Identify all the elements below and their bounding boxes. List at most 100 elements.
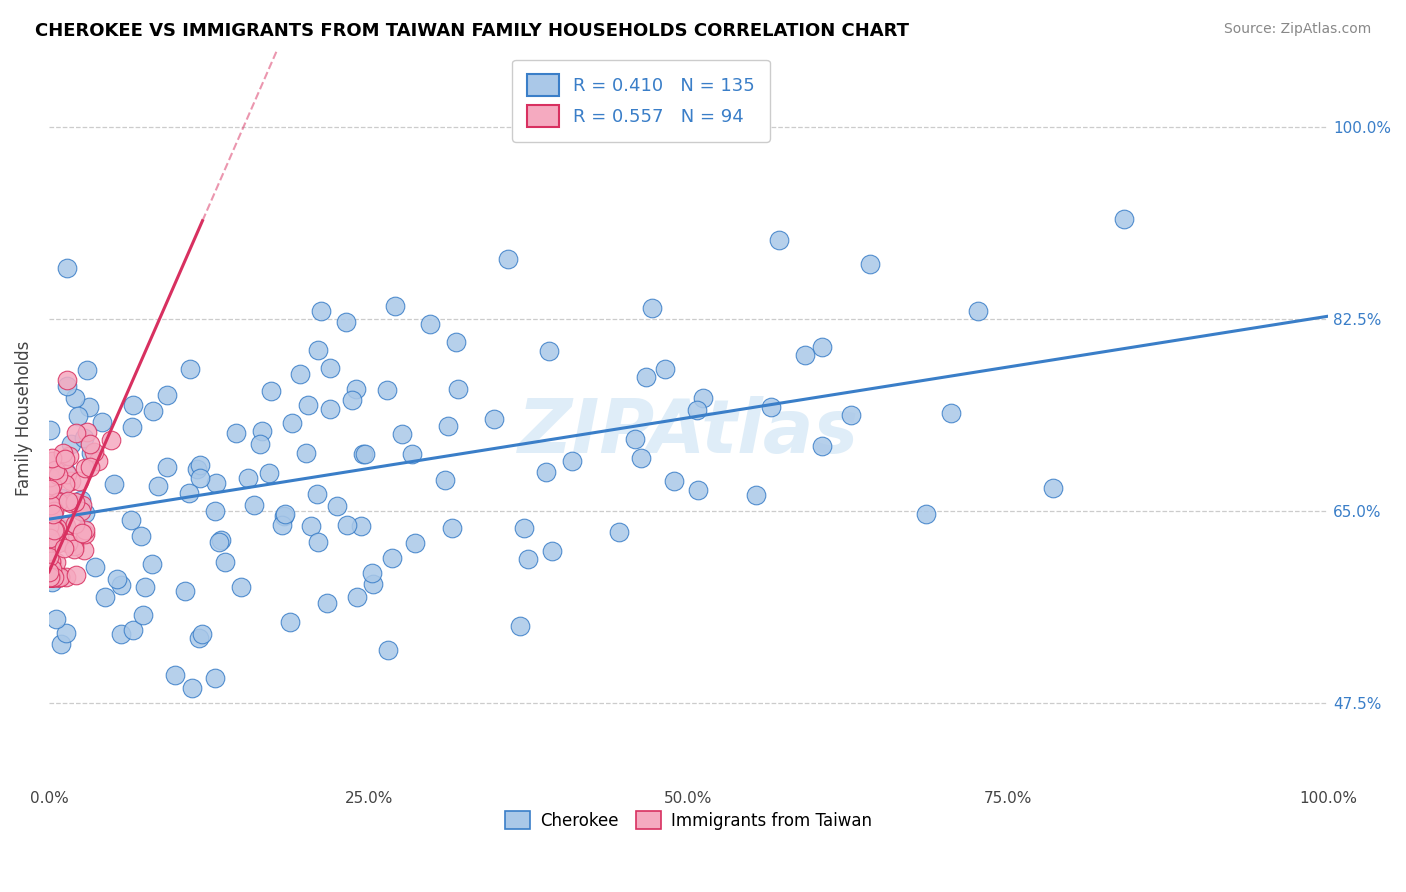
Point — [46, 570, 69, 584]
Point — [142, 403, 165, 417]
Point — [541, 544, 564, 558]
Point — [38, 531, 60, 545]
Point — [53, 533, 76, 547]
Point — [45, 570, 67, 584]
Point — [326, 500, 349, 514]
Point — [45, 521, 67, 535]
Point — [204, 504, 226, 518]
Point — [77, 400, 100, 414]
Point — [38, 482, 60, 496]
Point — [38, 522, 60, 536]
Point — [38, 570, 60, 584]
Point — [38, 562, 60, 576]
Point — [141, 557, 163, 571]
Point — [257, 466, 280, 480]
Point — [110, 627, 132, 641]
Point — [38, 570, 60, 584]
Point — [768, 233, 790, 247]
Point — [65, 426, 87, 441]
Point — [75, 523, 97, 537]
Point — [67, 409, 90, 424]
Point — [72, 498, 94, 512]
Point — [42, 507, 65, 521]
Point — [38, 501, 60, 516]
Point — [375, 383, 398, 397]
Point — [250, 425, 273, 439]
Point — [39, 570, 62, 584]
Point — [44, 463, 66, 477]
Point — [129, 528, 152, 542]
Point — [52, 446, 75, 460]
Point — [404, 536, 426, 550]
Point — [447, 382, 470, 396]
Point — [65, 495, 87, 509]
Point — [38, 541, 60, 555]
Point — [810, 340, 832, 354]
Point — [361, 577, 384, 591]
Text: Source: ZipAtlas.com: Source: ZipAtlas.com — [1223, 22, 1371, 37]
Point — [70, 492, 93, 507]
Point — [641, 301, 664, 315]
Point — [41, 575, 63, 590]
Point — [100, 433, 122, 447]
Point — [38, 532, 60, 546]
Point — [744, 488, 766, 502]
Point — [384, 299, 406, 313]
Point — [56, 467, 79, 481]
Point — [346, 590, 368, 604]
Point — [38, 565, 60, 579]
Point — [63, 392, 86, 406]
Point — [273, 508, 295, 523]
Point — [53, 451, 76, 466]
Point — [56, 372, 79, 386]
Point — [38, 549, 60, 564]
Point — [79, 436, 101, 450]
Point — [299, 519, 322, 533]
Point — [662, 475, 685, 489]
Point — [41, 514, 63, 528]
Point — [512, 521, 534, 535]
Point — [44, 504, 66, 518]
Point — [46, 495, 69, 509]
Point — [361, 566, 384, 581]
Point — [45, 555, 67, 569]
Point — [45, 612, 67, 626]
Point — [288, 367, 311, 381]
Point — [49, 570, 72, 584]
Point — [65, 568, 87, 582]
Point — [131, 608, 153, 623]
Point — [83, 444, 105, 458]
Point — [38, 570, 60, 584]
Point — [70, 503, 93, 517]
Point — [654, 362, 676, 376]
Point — [1114, 211, 1136, 226]
Point — [839, 408, 862, 422]
Point — [316, 596, 339, 610]
Point — [73, 461, 96, 475]
Point — [231, 580, 253, 594]
Point — [939, 406, 962, 420]
Point — [49, 526, 72, 541]
Point — [41, 451, 63, 466]
Legend: Cherokee, Immigrants from Taiwan: Cherokee, Immigrants from Taiwan — [499, 805, 879, 837]
Point — [794, 348, 817, 362]
Point — [377, 642, 399, 657]
Point — [42, 570, 65, 584]
Point — [39, 513, 62, 527]
Point — [208, 535, 231, 549]
Point — [307, 343, 329, 358]
Point — [67, 474, 90, 488]
Point — [53, 463, 76, 477]
Point — [120, 513, 142, 527]
Point — [380, 551, 402, 566]
Point — [38, 551, 60, 566]
Point — [122, 398, 145, 412]
Point — [607, 524, 630, 539]
Point — [41, 558, 63, 572]
Point — [39, 570, 62, 584]
Point — [174, 583, 197, 598]
Point — [41, 570, 63, 584]
Point — [517, 552, 540, 566]
Point — [419, 317, 441, 331]
Point — [84, 559, 107, 574]
